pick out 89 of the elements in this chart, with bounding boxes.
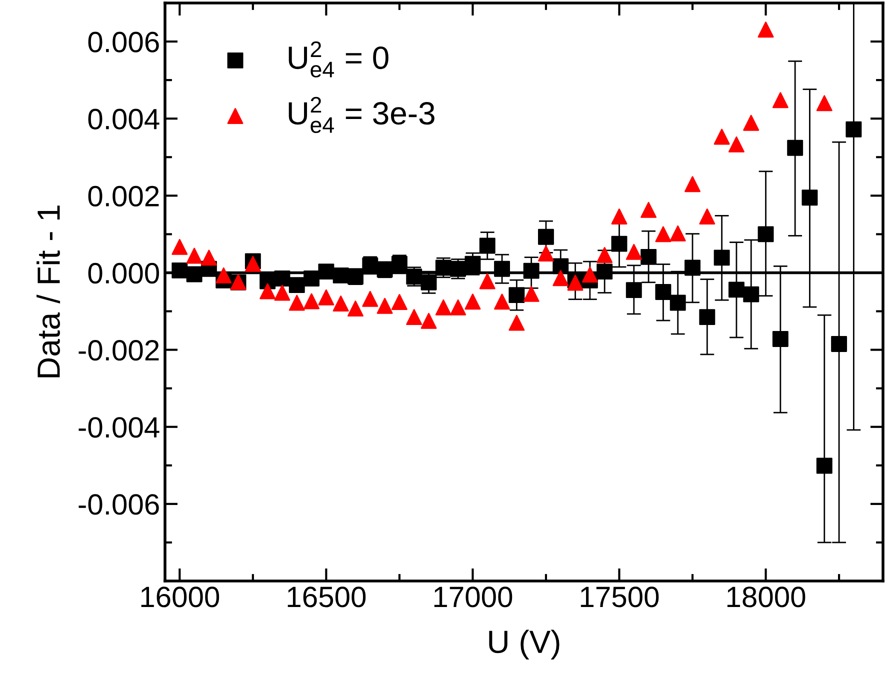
- point: [186, 248, 202, 264]
- point: [260, 283, 276, 300]
- point: [304, 270, 320, 286]
- point: [611, 236, 628, 252]
- point: [640, 202, 657, 218]
- point: [816, 458, 832, 474]
- point: [596, 264, 613, 280]
- point: [699, 309, 716, 326]
- point: [582, 266, 598, 283]
- point: [831, 336, 848, 352]
- point: [172, 262, 188, 278]
- y-tick-label: 0.002: [88, 186, 159, 207]
- x-axis-title: U (V): [489, 630, 560, 660]
- point: [508, 314, 525, 331]
- point: [186, 266, 202, 282]
- point: [728, 136, 744, 152]
- point: [728, 282, 744, 298]
- point: [611, 208, 628, 224]
- point: [288, 277, 305, 294]
- point: [655, 226, 672, 242]
- point: [699, 208, 716, 224]
- point: [494, 294, 510, 310]
- point: [508, 287, 525, 304]
- point: [318, 289, 334, 306]
- point: [464, 256, 481, 272]
- point: [376, 298, 393, 314]
- y-tick-label: -0.006: [78, 494, 159, 515]
- point: [714, 250, 730, 266]
- y-tick-label: 0.000: [88, 262, 160, 284]
- point: [348, 300, 364, 317]
- x-tick-label: 16000: [141, 586, 220, 608]
- point: [772, 331, 788, 347]
- point: [172, 238, 188, 255]
- point: [670, 225, 686, 242]
- point: [846, 121, 862, 138]
- point: [758, 22, 774, 38]
- y-tick-label: -0.004: [78, 417, 160, 438]
- y-axis-title: Data / Fit - 1: [36, 206, 60, 378]
- point: [523, 262, 540, 279]
- point: [523, 286, 540, 302]
- point: [332, 267, 349, 284]
- point: [450, 299, 466, 316]
- point: [758, 226, 774, 242]
- point: [743, 114, 760, 131]
- point: [494, 260, 510, 277]
- point: [406, 309, 422, 326]
- x-tick-label: 16500: [288, 586, 366, 608]
- point: [391, 294, 408, 310]
- legend-label: U$^{2}$$_{e4}$ = 3e-3: [288, 96, 434, 133]
- legend-label: U$^{2}$$_{e4}$ = 0: [288, 41, 388, 78]
- point: [655, 284, 672, 300]
- point: [802, 190, 818, 206]
- x-tick-label: 17000: [434, 586, 512, 608]
- point: [787, 140, 804, 156]
- point: [464, 294, 481, 310]
- point: [626, 244, 642, 260]
- y-tick-label: 0.004: [88, 108, 160, 130]
- point: [552, 270, 569, 286]
- point: [684, 260, 700, 276]
- point: [435, 299, 452, 316]
- x-tick-label: 17500: [580, 586, 659, 608]
- point: [200, 250, 217, 266]
- point: [552, 258, 569, 274]
- point: [318, 264, 334, 280]
- point: [274, 284, 290, 301]
- x-tick-label: 18000: [727, 586, 806, 608]
- point: [743, 286, 760, 302]
- y-tick-label: 0.006: [88, 32, 159, 52]
- point: [684, 176, 700, 192]
- point: [288, 294, 305, 311]
- point: [332, 296, 349, 312]
- y-tick-label: -0.002: [78, 340, 159, 361]
- point: [420, 274, 437, 290]
- point: [538, 228, 554, 245]
- point: [391, 256, 408, 272]
- point: [479, 273, 496, 290]
- point: [670, 294, 686, 311]
- point: [626, 282, 642, 298]
- point: [714, 128, 730, 145]
- point: [274, 270, 290, 286]
- point: [420, 312, 437, 329]
- point: [816, 95, 832, 112]
- point: [304, 293, 320, 310]
- point: [479, 238, 496, 254]
- point: [362, 290, 378, 307]
- point: [640, 248, 657, 265]
- point: [216, 267, 232, 284]
- point: [772, 92, 788, 108]
- point: [596, 247, 613, 263]
